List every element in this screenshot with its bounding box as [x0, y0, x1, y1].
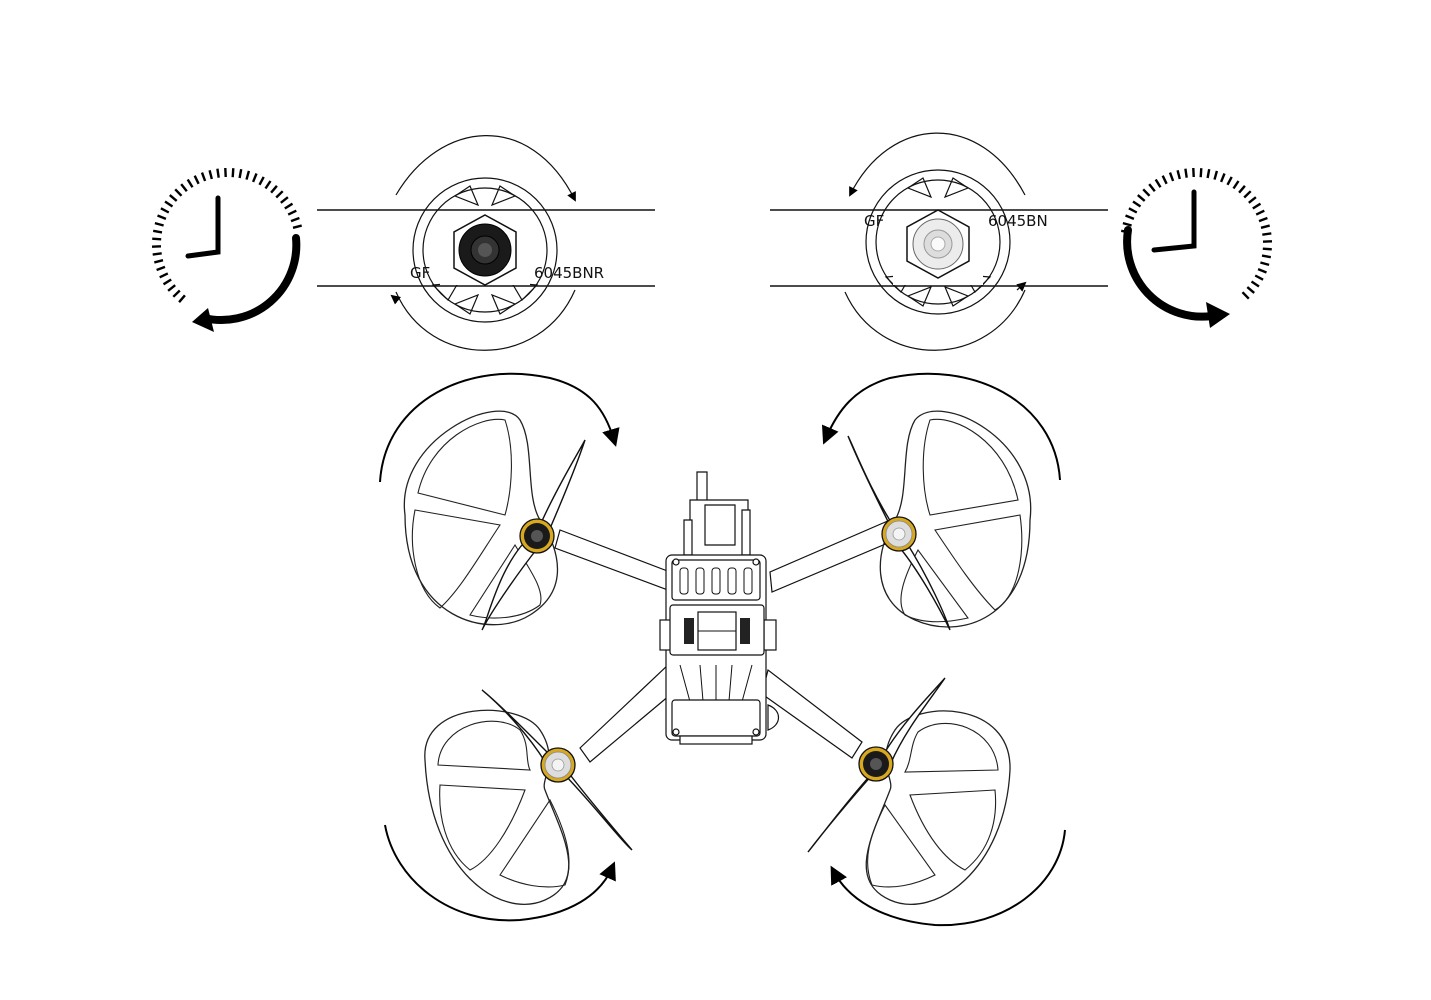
motor-front-right [821, 372, 1061, 631]
clock-tick [1213, 170, 1219, 180]
clock-tick [1255, 209, 1265, 216]
clock-tick [1257, 267, 1267, 274]
clock-tick [1132, 200, 1142, 208]
clock-tick [1148, 183, 1156, 192]
clock-tick [292, 224, 302, 229]
clock-tick [1199, 168, 1203, 178]
clock-tick [284, 202, 294, 210]
clock-tick [1248, 196, 1257, 204]
clock-tick [178, 294, 186, 303]
clock-tick [1128, 207, 1138, 214]
prop-right-gf-label: GF [864, 212, 884, 230]
clock-tick [156, 265, 166, 272]
clock-tick [280, 196, 289, 204]
clock-ccw-icon [151, 167, 302, 332]
clock-tick [231, 168, 235, 178]
clock-tick [1262, 232, 1272, 236]
clock-tick [167, 284, 176, 292]
clock-tick [1260, 224, 1270, 229]
clock-tick [157, 214, 167, 221]
top-right-propeller: GF 6045BN [770, 132, 1108, 351]
clock-tick [258, 176, 265, 186]
clock-tick [1161, 175, 1168, 185]
clock-tick [154, 221, 164, 227]
clock-tick [152, 237, 162, 241]
clock-tick [186, 178, 194, 188]
clock-tick [180, 183, 188, 192]
clock-tick [216, 168, 220, 178]
drone-central-frame [659, 471, 780, 745]
clock-tick [1261, 254, 1272, 259]
clock-tick [1219, 173, 1226, 183]
clock-tick [172, 289, 181, 298]
clock-tick [1262, 247, 1272, 251]
clock-tick [1226, 176, 1233, 186]
clock-tick [169, 194, 178, 202]
clock-tick [1168, 172, 1175, 182]
clock-tick [1260, 261, 1270, 267]
clock-tick [200, 172, 207, 182]
clock-tick [1154, 178, 1162, 188]
prop-left-model-label: 6045BNR [534, 264, 604, 282]
clock-tick [152, 229, 163, 234]
clock-cw-icon [1120, 167, 1273, 328]
drone-quadcopter [379, 372, 1066, 927]
clock-tick [251, 173, 258, 183]
motor-front-left [379, 372, 620, 631]
clock-tick [1238, 185, 1246, 194]
clock-tick [159, 272, 169, 279]
clock-tick [193, 175, 200, 185]
clock-tick [1252, 202, 1262, 210]
clock-tick [154, 259, 164, 264]
clock-tick [1246, 286, 1255, 294]
clock-tick [152, 252, 162, 256]
clock-tick [1258, 216, 1268, 223]
motor-rear-right [807, 677, 1066, 927]
clock-tick [174, 188, 183, 197]
clock-tick [264, 180, 272, 190]
clock-tick [245, 170, 251, 180]
prop-right-model-label: 6045BN [988, 212, 1048, 230]
clock-tick [208, 170, 213, 180]
clock-tick [270, 185, 278, 194]
clock-tick [287, 209, 297, 216]
clock-tick [1241, 291, 1250, 300]
clock-tick [164, 200, 174, 208]
clock-tick [1250, 280, 1260, 288]
clock-tick [160, 207, 170, 214]
clock-tick [1232, 180, 1240, 190]
clock-tick [1122, 221, 1132, 227]
clock-tick [1137, 194, 1146, 202]
clock-tick [1254, 274, 1264, 281]
clock-tick [290, 216, 300, 223]
clock-tick [1142, 188, 1151, 197]
top-left-propeller: GF 6045BNR [317, 135, 655, 351]
clock-tick [238, 168, 243, 179]
clock-tick [275, 190, 284, 199]
clock-tick [162, 278, 172, 286]
clock-tick [1243, 190, 1252, 199]
clock-tick [1184, 168, 1188, 178]
motor-rear-left [384, 689, 633, 922]
clock-tick [1125, 214, 1135, 221]
clock-tick [1176, 170, 1181, 180]
clock-tick [1206, 168, 1211, 179]
prop-left-gf-label: GF [410, 264, 430, 282]
